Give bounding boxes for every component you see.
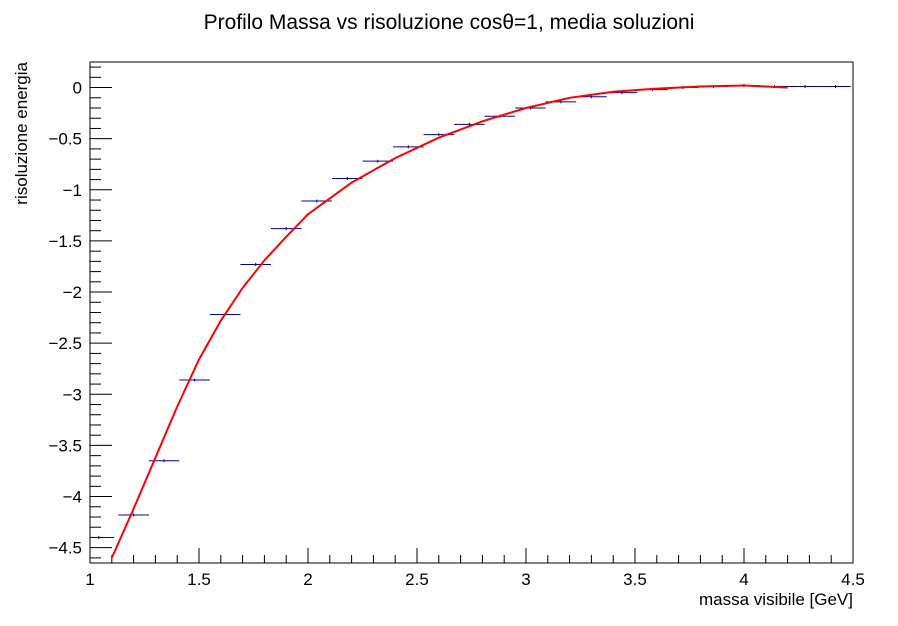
x-tick-label: 4 [739, 570, 748, 589]
y-tick-label: −2.5 [48, 334, 82, 353]
y-tick-label: −0.5 [48, 130, 82, 149]
y-axis: 0 −0.5 −1 −1.5 −2 −2.5 −3 −3.5 −4 −4.5 [48, 66, 112, 559]
y-tick-label: −3 [63, 385, 82, 404]
y-tick-label: −3.5 [48, 436, 82, 455]
y-tick-label: 0 [73, 79, 82, 98]
x-tick-label: 3 [521, 570, 530, 589]
profile-point [179, 378, 210, 382]
y-axis-label: risoluzione energia [12, 61, 31, 204]
y-tick-label: −4 [63, 488, 82, 507]
x-tick-label: 1 [85, 570, 94, 589]
y-tick-label: −1 [63, 181, 82, 200]
y-tick-label: −2 [63, 283, 82, 302]
fit-curve [110, 84, 788, 559]
x-tick-label: 1.5 [187, 570, 211, 589]
profile-point [118, 513, 149, 517]
y-tick-label: −1.5 [48, 232, 82, 251]
x-tick-label: 3.5 [623, 570, 647, 589]
profile-point [240, 262, 271, 266]
plot-frame [89, 61, 854, 564]
y-tick-label: −4.5 [48, 539, 82, 558]
profile-point [789, 85, 821, 89]
profile-point [820, 85, 851, 89]
profile-point [90, 535, 114, 539]
x-tick-label: 4.5 [841, 570, 865, 589]
x-axis-label: massa visibile [GeV] [699, 590, 853, 609]
x-tick-label: 2.5 [405, 570, 429, 589]
profile-series [90, 84, 851, 539]
profile-point [270, 227, 302, 231]
x-tick-label: 2 [303, 570, 312, 589]
x-axis: 1 1.5 2 2.5 3 3.5 4 4.5 [85, 548, 865, 589]
chart-title: Profilo Massa vs risoluzione cosθ=1, med… [204, 11, 695, 34]
